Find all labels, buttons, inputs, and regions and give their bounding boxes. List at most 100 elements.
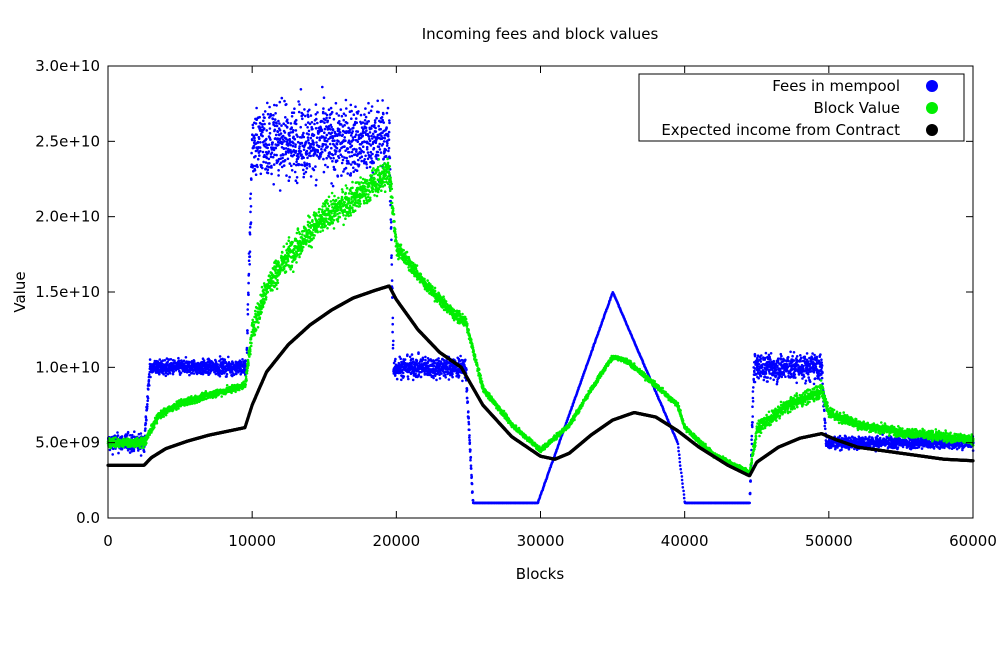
data-point [390,263,394,266]
data-point [840,448,843,452]
data-point [338,133,342,137]
data-point [753,380,757,384]
data-point [271,117,275,121]
data-point [218,374,222,378]
data-point [247,281,250,285]
data-point [111,453,114,456]
data-point [341,155,344,158]
data-point [340,174,343,177]
data-point [330,110,334,114]
data-point [258,154,261,157]
data-point [807,376,810,379]
data-point [355,169,359,172]
data-point [378,142,382,146]
data-point [800,356,803,360]
data-point [753,353,757,357]
data-point [344,166,348,170]
data-point [349,174,353,177]
data-point [791,354,794,358]
data-point [677,449,680,453]
data-point [241,358,244,361]
data-point [314,103,318,106]
data-point [365,145,369,149]
data-point [352,170,356,174]
data-point [389,218,393,221]
data-point [263,116,266,120]
data-point [403,358,407,361]
data-point [820,376,824,380]
data-point [325,116,328,120]
data-point [376,99,380,103]
data-point [756,356,759,360]
data-point [411,357,415,361]
data-point [297,110,301,114]
data-point [272,113,275,117]
data-point [372,161,375,165]
data-point [760,365,764,369]
data-point [331,159,334,163]
data-point [678,464,682,467]
data-point [356,130,360,133]
data-point [387,138,391,141]
data-point [343,145,346,148]
data-point [283,140,286,143]
data-point [789,350,792,354]
data-point [292,141,295,145]
data-point [128,451,132,454]
data-point [363,158,367,161]
data-point [182,359,186,363]
data-point [347,162,351,165]
data-point [374,141,378,144]
data-point [324,136,328,139]
data-point [327,108,331,111]
data-point [255,106,258,110]
data-point [268,105,271,109]
data-point [337,114,341,117]
data-point [751,390,755,393]
data-point [750,434,754,438]
data-point [377,124,381,128]
data-point [285,174,288,177]
data-point [225,375,228,378]
data-point [748,491,752,495]
data-point [320,128,324,132]
data-point [823,409,826,413]
data-point [465,388,469,392]
data-point [341,158,345,162]
data-point [333,168,337,171]
data-point [144,418,148,422]
data-point [192,372,196,375]
data-point [250,151,253,155]
data-point [876,434,879,438]
data-point [394,357,397,361]
data-point [249,221,253,224]
data-point [278,189,282,192]
data-point [387,146,391,150]
data-point [467,422,471,426]
data-point [457,374,461,378]
data-point [289,143,293,147]
data-point [376,154,380,157]
data-point [314,127,318,130]
data-point [248,233,252,236]
data-point [345,156,349,160]
data-point [280,124,283,127]
data-point [248,255,252,258]
data-point [299,150,303,153]
data-point [132,448,136,451]
data-point [263,122,266,126]
data-point [350,154,354,158]
data-point [290,169,294,172]
data-point [323,149,327,152]
data-point [147,373,151,376]
data-point [352,166,355,170]
data-point [772,359,776,363]
data-point [380,116,384,119]
data-point [136,436,139,440]
data-point [335,146,339,150]
data-point [149,375,152,379]
data-point [343,123,346,127]
data-point [314,165,317,168]
data-point [335,150,338,153]
data-point [292,129,295,132]
